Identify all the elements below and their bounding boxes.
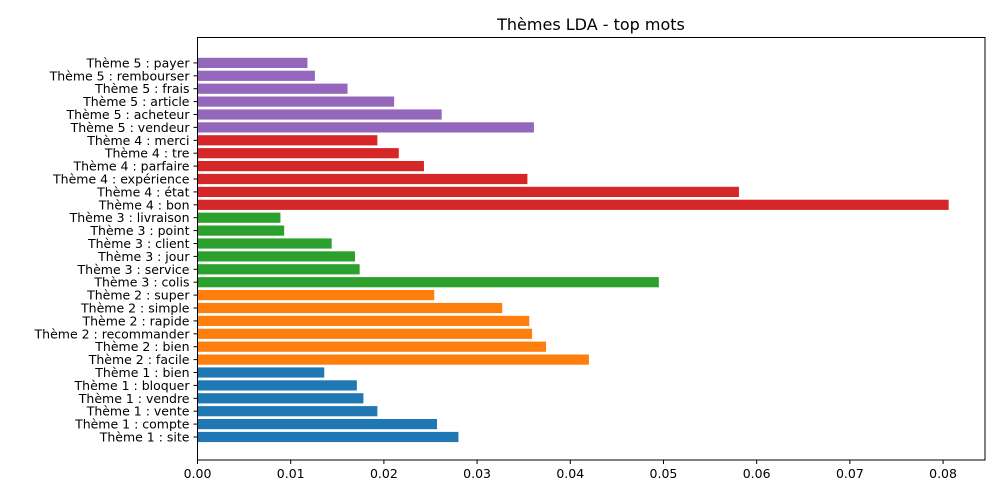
- y-tick-label: Thème 4 : expérience: [52, 172, 190, 187]
- bar: [197, 328, 533, 339]
- x-tick-label: 0.08: [929, 466, 957, 481]
- bar: [197, 367, 325, 378]
- x-tick-label: 0.03: [463, 466, 491, 481]
- y-tick-label: Thème 4 : état: [96, 184, 189, 199]
- y-tick-label: Thème 2 : bien: [94, 339, 189, 354]
- y-tick-label: Thème 3 : client: [87, 236, 190, 251]
- bar: [197, 354, 589, 365]
- bar: [197, 277, 659, 288]
- bar: [197, 290, 435, 301]
- bar: [197, 109, 442, 120]
- bar: [197, 186, 739, 197]
- y-tick-label: Thème 3 : point: [89, 223, 189, 238]
- bar: [197, 406, 378, 417]
- y-tick-label: Thème 4 : parfaire: [72, 159, 189, 174]
- bar: [197, 173, 528, 185]
- y-tick-label: Thème 2 : super: [86, 288, 190, 303]
- bar: [197, 161, 424, 172]
- y-tick-label: Thème 3 : jour: [97, 249, 190, 264]
- y-tick-label: Thème 5 : acheteur: [66, 107, 191, 122]
- bar: [197, 57, 308, 68]
- y-tick-label: Thème 5 : rembourser: [49, 68, 191, 83]
- bar: [197, 393, 364, 404]
- y-tick-label: Thème 2 : rapide: [81, 313, 189, 328]
- y-tick-label: Thème 5 : vendeur: [70, 120, 191, 135]
- y-tick-label: Thème 4 : merci: [86, 133, 189, 148]
- y-tick-label: Thème 5 : payer: [85, 55, 190, 70]
- y-tick-label: Thème 2 : recommander: [34, 326, 191, 341]
- x-tick-label: 0.07: [836, 466, 864, 481]
- bar: [197, 212, 281, 223]
- y-tick-label: Thème 1 : vendre: [78, 391, 190, 406]
- bars-group: [197, 57, 949, 443]
- x-tick-label: 0.00: [184, 466, 212, 481]
- y-tick-label: Thème 1 : bloquer: [74, 378, 191, 393]
- bar: [197, 199, 949, 210]
- x-tick-label: 0.02: [370, 466, 398, 481]
- bar: [197, 96, 395, 107]
- y-tick-label: Thème 1 : site: [99, 430, 190, 445]
- y-tick-label: Thème 1 : compte: [74, 417, 190, 432]
- bar: [197, 251, 355, 262]
- bar: [197, 148, 399, 159]
- bar: [197, 431, 459, 443]
- bar: [197, 238, 332, 249]
- bar: [197, 70, 315, 81]
- bar: [197, 341, 547, 352]
- y-tick-label: Thème 4 : bon: [98, 197, 190, 212]
- y-tick-label: Thème 4 : tre: [104, 146, 190, 161]
- x-tick-label: 0.04: [556, 466, 584, 481]
- y-tick-label: Thème 5 : frais: [94, 81, 189, 96]
- x-tick-label: 0.06: [743, 466, 771, 481]
- x-tick-label: 0.01: [277, 466, 305, 481]
- y-tick-label: Thème 3 : colis: [93, 275, 189, 290]
- y-tick-label: Thème 5 : article: [82, 94, 190, 109]
- bar: [197, 122, 534, 133]
- y-tick-label: Thème 3 : livraison: [69, 210, 190, 225]
- bar: [197, 302, 503, 314]
- bar: [197, 225, 285, 236]
- bar: [197, 315, 530, 326]
- y-tick-label: Thème 1 : vente: [86, 404, 190, 419]
- y-tick-label: Thème 2 : facile: [88, 352, 190, 367]
- plot-frame: [197, 37, 986, 461]
- x-tick-label: 0.05: [650, 466, 678, 481]
- y-tick-label: Thème 1 : bien: [94, 365, 189, 380]
- chart-title: Thèmes LDA - top mots: [496, 15, 685, 34]
- bar: [197, 135, 378, 146]
- y-tick-label: Thème 2 : simple: [80, 301, 190, 316]
- x-axis-ticks: 0.00 0.01 0.02 0.03 0.04 0.05 0.06 0.07 0.08: [184, 460, 957, 481]
- bar: [197, 83, 348, 94]
- y-tick-label: Thème 3 : service: [77, 262, 190, 277]
- bar: [197, 419, 438, 430]
- bar: [197, 380, 357, 391]
- bar: [197, 264, 360, 275]
